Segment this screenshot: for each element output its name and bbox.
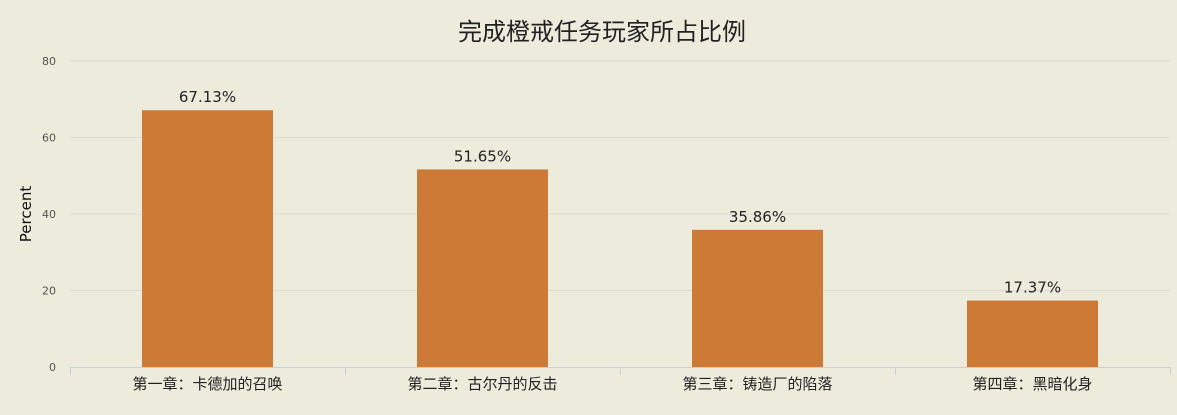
- x-tick-label: 第一章：卡德加的召唤: [132, 375, 282, 393]
- data-label: 17.37%: [1004, 279, 1061, 297]
- x-axis: [70, 367, 1171, 375]
- bar: [967, 300, 1098, 367]
- bar: [142, 110, 273, 367]
- y-tick-label: 20: [42, 285, 56, 298]
- y-tick-label: 40: [42, 208, 56, 221]
- chart-title: 完成橙戒任务玩家所占比例: [458, 18, 746, 46]
- x-tick-label: 第四章：黑暗化身: [972, 375, 1092, 393]
- y-tick-label: 80: [42, 55, 56, 68]
- bar: [692, 229, 823, 367]
- y-tick-label: 60: [42, 132, 56, 145]
- y-tick-label: 0: [49, 361, 56, 374]
- x-tick-label: 第二章：古尔丹的反击: [407, 375, 557, 393]
- bar: [417, 169, 548, 367]
- x-axis-tick-labels: 第一章：卡德加的召唤 第二章：古尔丹的反击 第三章：铸造厂的陷落 第四章：黑暗化身: [132, 375, 1092, 393]
- y-axis-label: Percent: [17, 186, 35, 243]
- data-label: 35.86%: [729, 208, 786, 226]
- y-axis-ticks: 0 20 40 60 80: [42, 55, 56, 374]
- data-label: 67.13%: [179, 88, 236, 106]
- bars: 67.13% 51.65% 35.86% 17.37%: [142, 88, 1098, 367]
- x-tick-label: 第三章：铸造厂的陷落: [682, 375, 832, 393]
- data-label: 51.65%: [454, 147, 511, 165]
